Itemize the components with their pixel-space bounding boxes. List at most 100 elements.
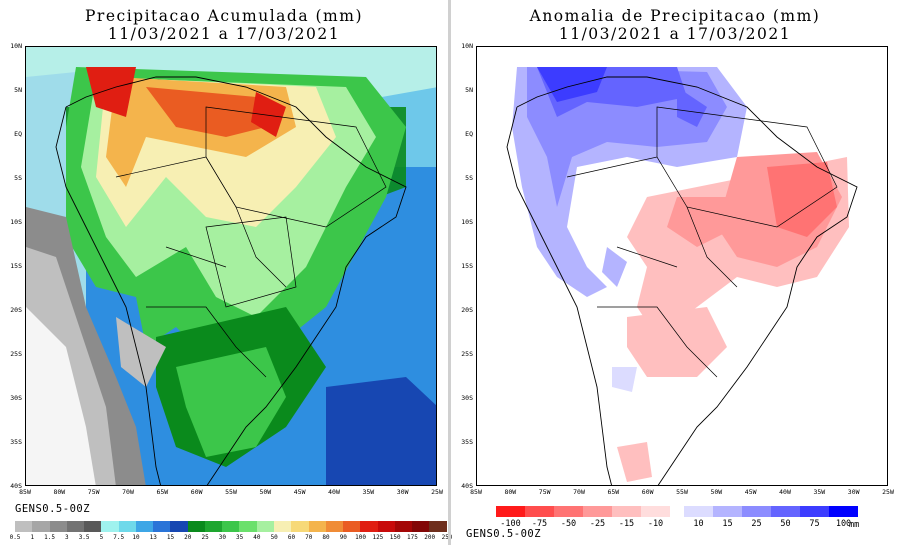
left-lat-label: 5S xyxy=(14,174,22,182)
anomaly-lat-labels: 10N 5N EQ 5S 10S 15S 20S 25S 30S 35S 40S xyxy=(451,42,476,490)
left-scale-label: 250 xyxy=(441,534,453,541)
left-scale-swatch xyxy=(170,521,188,532)
left-lat-label: EQ xyxy=(14,130,22,138)
right-lat-label: 10S xyxy=(461,218,473,226)
accum-model-label: GENS0.5-00Z xyxy=(15,503,91,515)
accum-lat-labels: 10N 5N EQ 5S 10S 15S 20S 25S 30S 35S 40S xyxy=(0,42,25,490)
left-scale-label: 150 xyxy=(389,534,401,541)
left-scale-swatch xyxy=(360,521,378,532)
accum-color-scale xyxy=(15,521,447,532)
right-scale-swatch xyxy=(800,506,829,517)
right-scale-swatch xyxy=(742,506,771,517)
right-lon-label: 30W xyxy=(847,488,860,496)
left-scale-label: 3 xyxy=(65,534,69,541)
left-lat-label: 25S xyxy=(10,350,22,358)
left-scale-swatch xyxy=(84,521,102,532)
accum-map-graphic xyxy=(26,47,436,485)
left-scale-swatch xyxy=(343,521,361,532)
anomaly-precip-panel: Anomalia de Precipitacao (mm) 11/03/2021… xyxy=(451,0,899,545)
anomaly-negative-scale xyxy=(496,506,670,517)
right-lon-label: 80W xyxy=(504,488,517,496)
right-lat-label: 30S xyxy=(461,394,473,402)
right-lon-label: 25W xyxy=(882,488,894,496)
right-lat-label: 5S xyxy=(465,174,473,182)
left-scale-swatch xyxy=(308,521,326,532)
left-lat-label: 40S xyxy=(10,482,22,490)
right-lat-label: 20S xyxy=(461,306,473,314)
left-scale-swatch xyxy=(412,521,430,532)
left-lon-label: 30W xyxy=(396,488,409,496)
right-scale-label: -25 xyxy=(589,519,606,529)
right-lat-label: 15S xyxy=(461,262,473,270)
left-lon-label: 40W xyxy=(328,488,340,496)
left-lat-label: 35S xyxy=(10,438,22,446)
left-scale-swatch xyxy=(187,521,205,532)
left-lat-label: 10N xyxy=(10,42,22,50)
left-scale-swatch xyxy=(101,521,119,532)
right-scale-label: -10 xyxy=(647,519,664,529)
right-scale-swatch xyxy=(496,506,525,517)
left-scale-label: 60 xyxy=(287,534,296,541)
left-lon-label: 70W xyxy=(122,488,134,496)
right-scale-swatch xyxy=(525,506,554,517)
right-scale-label: 100 xyxy=(835,519,852,529)
left-lon-label: 60W xyxy=(190,488,203,496)
left-scale-swatch xyxy=(239,521,257,532)
right-scale-label: 25 xyxy=(751,519,762,529)
right-lon-label: 50W xyxy=(710,488,723,496)
left-scale-label: 50 xyxy=(270,534,278,541)
left-scale-label: 175 xyxy=(407,534,418,541)
left-scale-label: 35 xyxy=(236,534,244,541)
left-scale-label: 3.5 xyxy=(78,534,90,541)
right-scale-swatch xyxy=(829,506,858,517)
left-lat-label: 20S xyxy=(10,306,22,314)
right-lon-label: 55W xyxy=(676,488,688,496)
left-lon-label: 80W xyxy=(53,488,66,496)
left-lon-label: 55W xyxy=(225,488,237,496)
left-scale-label: 13 xyxy=(149,534,157,541)
right-scale-swatch xyxy=(583,506,612,517)
left-lon-label: 65W xyxy=(156,488,169,496)
right-scale-label: 10 xyxy=(693,519,704,529)
right-scale-swatch xyxy=(554,506,583,517)
left-scale-swatch xyxy=(135,521,154,532)
anomaly-date-range: 11/03/2021 a 17/03/2021 xyxy=(558,25,792,43)
right-lon-label: 85W xyxy=(470,488,482,496)
left-scale-swatch xyxy=(394,521,413,532)
left-scale-label: 25 xyxy=(201,534,209,541)
anomaly-map xyxy=(476,46,888,486)
anomaly-positive-labels: 10 15 25 50 75 100 xyxy=(684,519,858,529)
left-scale-swatch xyxy=(153,521,171,532)
left-scale-label: 80 xyxy=(322,534,330,541)
accumulated-precip-panel: Precipitacao Acumulada (mm) 11/03/2021 a… xyxy=(0,0,453,545)
anomaly-unit: mm xyxy=(849,520,860,530)
right-lat-label: 35S xyxy=(461,438,473,446)
left-scale-label: 125 xyxy=(372,534,384,541)
right-lat-label: 5N xyxy=(465,86,473,94)
right-lon-label: 40W xyxy=(779,488,791,496)
anomaly-lon-labels: 85W 80W 75W 70W 65W 60W 55W 50W 45W 40W 35W 30W 25W xyxy=(470,488,894,498)
left-scale-label: 90 xyxy=(339,534,347,541)
left-lon-label: 85W xyxy=(19,488,31,496)
right-scale-label: -100 xyxy=(500,519,521,529)
left-scale-label: 70 xyxy=(305,534,313,541)
right-scale-label: -50 xyxy=(560,519,577,529)
left-scale-label: 1 xyxy=(30,534,35,541)
left-scale-swatch xyxy=(222,521,240,532)
anomaly-map-graphic xyxy=(477,47,887,485)
panel-divider xyxy=(448,0,451,545)
right-scale-swatch xyxy=(713,506,742,517)
anomaly-title: Anomalia de Precipitacao (mm) xyxy=(529,7,821,25)
right-scale-label: 75 xyxy=(809,519,820,529)
accum-map xyxy=(25,46,437,486)
left-lon-label: 25W xyxy=(431,488,443,496)
right-lat-label: 40S xyxy=(461,482,473,490)
left-scale-label: 40 xyxy=(253,534,261,541)
left-scale-swatch xyxy=(49,521,67,532)
left-scale-label: 5 xyxy=(99,534,104,541)
right-lat-label: 25S xyxy=(461,350,473,358)
accum-date-range: 11/03/2021 a 17/03/2021 xyxy=(107,25,341,43)
left-lon-label: 45W xyxy=(293,488,306,496)
left-scale-label: 200 xyxy=(424,534,436,541)
left-scale-swatch xyxy=(204,521,223,532)
